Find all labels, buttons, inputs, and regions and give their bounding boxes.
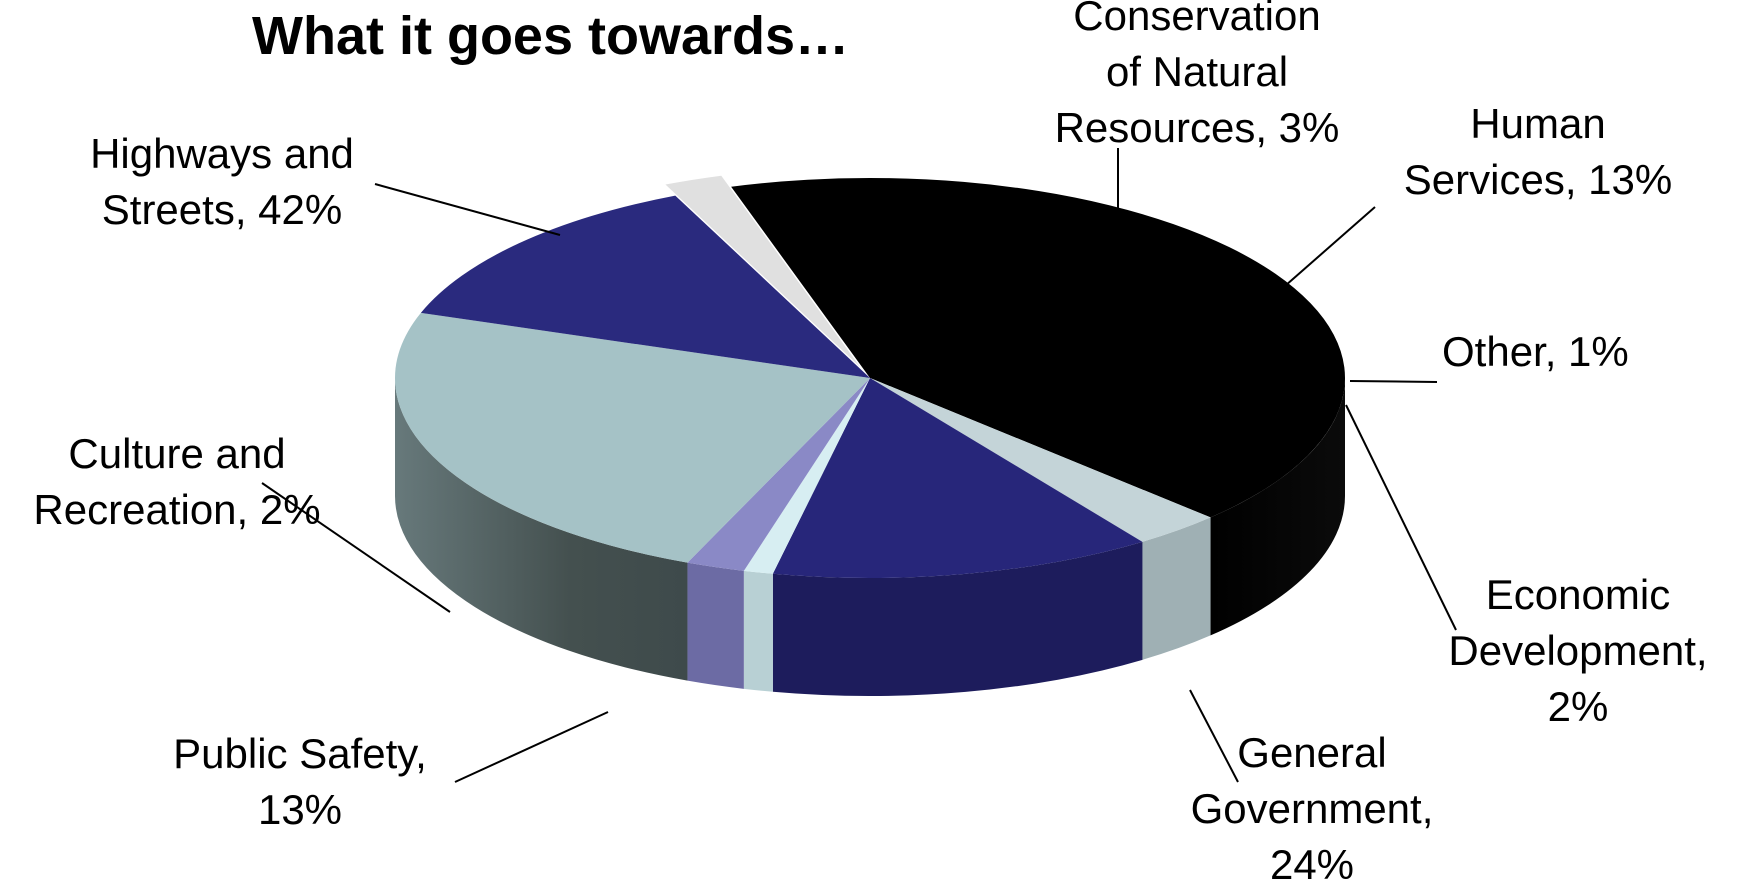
- conservation-of-natural-resources-data-label-line: Conservation: [1073, 0, 1320, 39]
- public-safety-slice: [420, 195, 870, 378]
- culture-and-recreation-leader-line: [261, 482, 451, 613]
- other-slice: [743, 378, 870, 574]
- other-leader-line: [1349, 380, 1438, 383]
- conservation-of-natural-resources-data-label: Conservation of Natural Resources, 3%: [1055, 0, 1340, 151]
- conservation-of-natural-resources-data-label-line: Resources, 3%: [1055, 104, 1340, 151]
- conservation-of-natural-resources-data-label-line: of Natural: [1106, 48, 1288, 95]
- other-data-label: Other, 1%: [1442, 328, 1629, 375]
- general-government-slice: [394, 312, 870, 563]
- economic-development-data-label-line: 2%: [1548, 683, 1609, 730]
- economic-development-data-label: Economic Development, 2%: [1448, 571, 1707, 730]
- general-government-data-label-line: 24%: [1270, 841, 1354, 888]
- highways-and-streets-slice: [731, 177, 1345, 518]
- culture-and-recreation-data-label-line: Recreation, 2%: [33, 486, 320, 533]
- public-safety-data-label-line: Public Safety,: [173, 730, 427, 777]
- data-labels: Highways and Streets, 42% Conservation of N…: [33, 0, 1707, 888]
- human-services-leader-line: [1276, 206, 1376, 294]
- highways-and-streets-leader-line: [374, 183, 561, 236]
- economic-development-slice: [687, 378, 870, 571]
- economic-development-data-label-line: Development,: [1448, 627, 1707, 674]
- chart-title: What it goes towards…: [252, 6, 849, 66]
- economic-development-slice-side: [687, 562, 744, 689]
- culture-and-recreation-data-label: Culture and Recreation, 2%: [33, 430, 320, 533]
- culture-and-recreation-data-label-line: Culture and: [68, 430, 285, 477]
- economic-development-data-label-line: Economic: [1486, 571, 1670, 618]
- general-government-data-label: General Government, 24%: [1191, 729, 1434, 888]
- pie-slices: [394, 175, 1345, 696]
- general-government-slice-side: [395, 378, 688, 681]
- human-services-data-label-line: Human: [1470, 100, 1605, 147]
- highways-and-streets-slice-side: [1210, 378, 1345, 636]
- general-government-data-label-line: General: [1237, 729, 1386, 776]
- human-services-data-label: Human Services, 13%: [1404, 100, 1672, 203]
- culture-and-recreation-slice: [665, 175, 861, 367]
- human-services-slice: [772, 378, 1143, 578]
- highways-and-streets-data-label: Highways and Streets, 42%: [90, 130, 354, 233]
- conservation-of-natural-resources-slice-side: [1142, 517, 1211, 660]
- other-slice-side: [743, 570, 773, 692]
- highways-and-streets-data-label-line: Highways and: [90, 130, 354, 177]
- other-data-label-line: Other, 1%: [1442, 328, 1629, 375]
- public-safety-leader-line: [454, 711, 609, 783]
- public-safety-data-label-line: 13%: [258, 786, 342, 833]
- general-government-leader-line: [1189, 689, 1239, 783]
- human-services-slice-side: [772, 541, 1143, 696]
- leader-lines: [261, 148, 1457, 783]
- human-services-data-label-line: Services, 13%: [1404, 156, 1672, 203]
- conservation-of-natural-resources-slice: [870, 378, 1211, 542]
- highways-and-streets-data-label-line: Streets, 42%: [102, 186, 342, 233]
- general-government-data-label-line: Government,: [1191, 785, 1434, 832]
- economic-development-leader-line: [1345, 404, 1457, 631]
- public-safety-data-label: Public Safety, 13%: [173, 730, 427, 833]
